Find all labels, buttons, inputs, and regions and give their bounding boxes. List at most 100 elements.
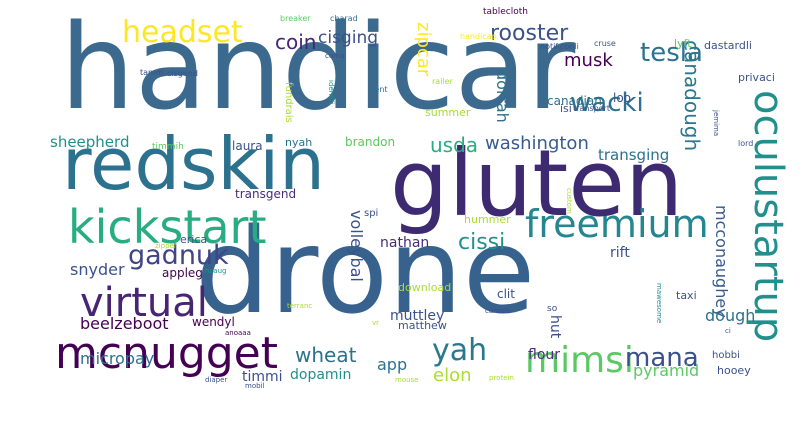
cloud-word: dorrah: [493, 70, 512, 123]
cloud-word: wheat: [295, 343, 357, 367]
cloud-word: canadian: [547, 94, 602, 108]
cloud-word: breaker: [280, 14, 311, 23]
cloud-word: timmi: [242, 369, 283, 385]
cloud-word: vr: [372, 319, 380, 327]
cloud-word: identifi: [327, 80, 335, 105]
cloud-word: charad: [330, 14, 358, 23]
cloud-word: mimsi: [525, 340, 634, 381]
cloud-word: dough: [705, 306, 756, 325]
cloud-word: transgend: [235, 187, 297, 201]
cloud-word: clit: [497, 287, 515, 301]
cloud-word: so: [547, 304, 558, 314]
cloud-word: headset: [122, 15, 243, 50]
cloud-word: ncaug: [205, 267, 227, 275]
cloud-word: conli: [560, 42, 579, 51]
cloud-word: mobil: [245, 382, 265, 390]
cloud-word: wendyl: [192, 315, 235, 329]
cloud-word: dastardli: [704, 39, 752, 52]
cloud-word: laura: [232, 139, 263, 153]
cloud-word: beelzeboot: [80, 314, 169, 333]
cloud-word: mana: [625, 343, 699, 373]
cloud-word: zipper: [155, 242, 177, 250]
cloud-word: loo: [613, 91, 632, 105]
cloud-word: snyder: [70, 260, 125, 279]
cloud-word: taxi: [676, 289, 697, 302]
cloud-word: yah: [432, 333, 488, 368]
cloud-word: notif: [540, 42, 559, 51]
cloud-word: custom: [565, 188, 573, 214]
cloud-word: canadough: [680, 40, 704, 152]
cloud-word: virtual: [80, 280, 208, 326]
cloud-word: protein: [489, 374, 514, 382]
cloud-word: tablecloth: [483, 7, 528, 17]
cloud-word: app: [377, 355, 408, 374]
cloud-word: transging: [598, 146, 670, 164]
cloud-word: gluten: [390, 130, 684, 237]
cloud-word: hut: [547, 315, 563, 339]
cloud-word: appleg: [162, 266, 203, 280]
cloud-word: washington: [485, 133, 589, 154]
cloud-word: tamm: [140, 68, 164, 77]
cloud-word: summer: [425, 106, 471, 119]
cloud-word: flour: [528, 347, 561, 363]
cloud-word: micropay: [80, 349, 155, 368]
cloud-word: usda: [430, 133, 479, 157]
cloud-word: anoaaa: [225, 329, 251, 337]
cloud-word: canada: [485, 307, 511, 315]
cloud-word: timmih: [152, 142, 184, 152]
cloud-word: cissi: [458, 230, 506, 255]
cloud-word: mawesome: [655, 283, 663, 324]
cloud-word: mouse: [395, 376, 419, 384]
cloud-word: mcnugget: [55, 328, 279, 379]
cloud-word: hummer: [464, 213, 511, 226]
cloud-word: sheepherd: [50, 133, 130, 151]
cloud-word: cent: [370, 85, 388, 94]
cloud-word: wacki: [570, 88, 644, 118]
cloud-word: tesla: [640, 38, 703, 68]
cloud-word: nathan: [380, 235, 430, 251]
cloud-word: privaci: [738, 71, 775, 84]
cloud-word: cruse: [594, 39, 616, 48]
cloud-word: handicap: [460, 32, 497, 41]
cloud-word: download: [398, 281, 452, 294]
cloud-word: matthew: [398, 319, 447, 332]
cloud-word: jemima: [712, 110, 720, 137]
cloud-word: hooey: [717, 364, 751, 377]
cloud-word: coin: [275, 30, 317, 54]
cloud-word: nyah: [285, 136, 313, 149]
cloud-word: musk: [564, 50, 613, 71]
cloud-word: brandon: [345, 135, 396, 149]
cloud-word: erica: [180, 233, 208, 246]
cloud-word: elon: [433, 365, 472, 386]
cloud-word: rift: [610, 245, 630, 261]
cloud-word: lyft: [674, 37, 692, 50]
cloud-word: cisging: [318, 28, 379, 48]
cloud-word: spi: [364, 208, 379, 219]
cloud-word: pyramid: [633, 361, 700, 380]
cloud-word: cisgend: [167, 69, 198, 78]
cloud-word: drone: [195, 202, 536, 340]
cloud-word: volleybal: [347, 210, 366, 282]
cloud-word: freemium: [525, 202, 709, 246]
cloud-word: mcconaughey: [712, 205, 731, 318]
cloud-word: transport: [573, 104, 610, 113]
cloud-word: kickstart: [68, 200, 267, 254]
cloud-word: handicar: [60, 0, 576, 136]
cloud-word: diaper: [205, 376, 228, 384]
cloud-word: terranc: [287, 302, 313, 310]
cloud-word: coma: [325, 52, 345, 60]
cloud-word: redskin: [62, 122, 325, 206]
cloud-word: gadnuk: [128, 240, 229, 271]
cloud-word: fundrais: [283, 82, 294, 123]
cloud-word: lord: [738, 139, 754, 148]
cloud-word: isi: [560, 102, 572, 115]
cloud-word: muttley: [390, 308, 445, 324]
cloud-word: dopamin: [290, 367, 352, 383]
cloud-word: ci: [725, 327, 731, 335]
cloud-word: zipcar: [413, 22, 434, 77]
cloud-word: oculustartup: [745, 90, 791, 343]
cloud-word: rooster: [490, 21, 569, 46]
cloud-word: railer: [432, 77, 453, 86]
cloud-word: hobbi: [712, 350, 740, 361]
